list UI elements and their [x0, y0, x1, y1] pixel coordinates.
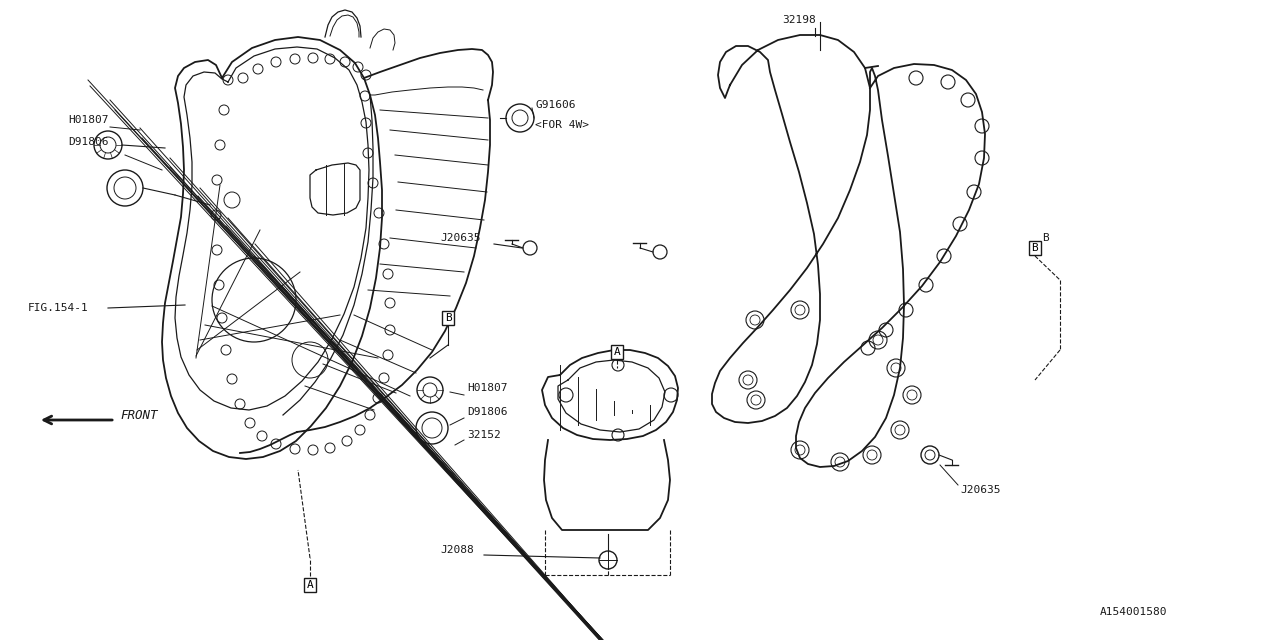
Text: J20635: J20635: [960, 485, 1001, 495]
Text: FIG.154-1: FIG.154-1: [28, 303, 88, 313]
Text: 32198: 32198: [782, 15, 815, 25]
Text: J20635: J20635: [440, 233, 480, 243]
Text: 32152: 32152: [467, 430, 500, 440]
Text: A154001580: A154001580: [1100, 607, 1167, 617]
Text: G91606: G91606: [535, 100, 576, 110]
Text: H01807: H01807: [68, 115, 109, 125]
Text: B: B: [1042, 233, 1048, 243]
Text: A: A: [307, 580, 314, 590]
Text: B: B: [1032, 243, 1038, 253]
Text: A: A: [613, 347, 621, 357]
Text: D91806: D91806: [467, 407, 507, 417]
Text: B: B: [444, 313, 452, 323]
Text: FRONT: FRONT: [120, 408, 157, 422]
Text: <FOR 4W>: <FOR 4W>: [535, 120, 589, 130]
Text: J2088: J2088: [440, 545, 474, 555]
Text: H01807: H01807: [467, 383, 507, 393]
Text: D91806: D91806: [68, 137, 109, 147]
